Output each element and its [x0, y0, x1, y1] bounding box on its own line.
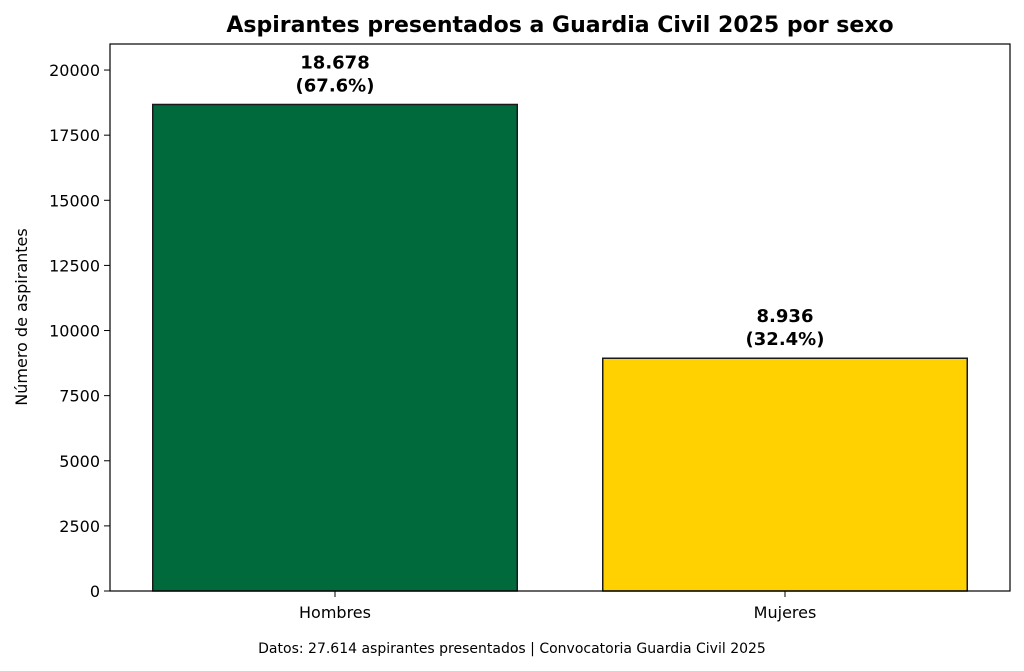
data-label-percent: (67.6%) [296, 75, 375, 96]
y-tick-label: 15000 [49, 191, 100, 210]
y-tick-label: 12500 [49, 256, 100, 275]
y-tick-label: 17500 [49, 126, 100, 145]
y-axis-label: Número de aspirantes [12, 228, 31, 405]
y-tick-label: 5000 [59, 452, 100, 471]
bar-hombres [152, 103, 518, 592]
y-tick-label: 20000 [49, 61, 100, 80]
x-axis: Hombres Mujeres [299, 591, 816, 622]
y-tick-label: 0 [90, 582, 100, 601]
data-labels: 18.678(67.6%) 8.936(32.4%) [296, 52, 825, 350]
data-label-percent: (32.4%) [746, 329, 825, 350]
footnote: Datos: 27.614 aspirantes presentados | C… [258, 641, 766, 657]
bar-mujeres [602, 357, 968, 592]
data-label-value: 8.936 [757, 306, 814, 327]
y-tick-label: 2500 [59, 517, 100, 536]
y-axis: 0 2500 5000 7500 10000 12500 15000 17500 20000 [49, 61, 110, 601]
bars [152, 103, 968, 592]
x-tick-label: Hombres [299, 603, 371, 622]
data-label-value: 18.678 [300, 52, 369, 73]
plot-frame [109, 43, 1011, 592]
y-tick-label: 7500 [59, 387, 100, 406]
y-tick-label: 10000 [49, 322, 100, 341]
chart-title: Aspirantes presentados a Guardia Civil 2… [226, 13, 893, 38]
x-tick-label: Mujeres [754, 603, 817, 622]
